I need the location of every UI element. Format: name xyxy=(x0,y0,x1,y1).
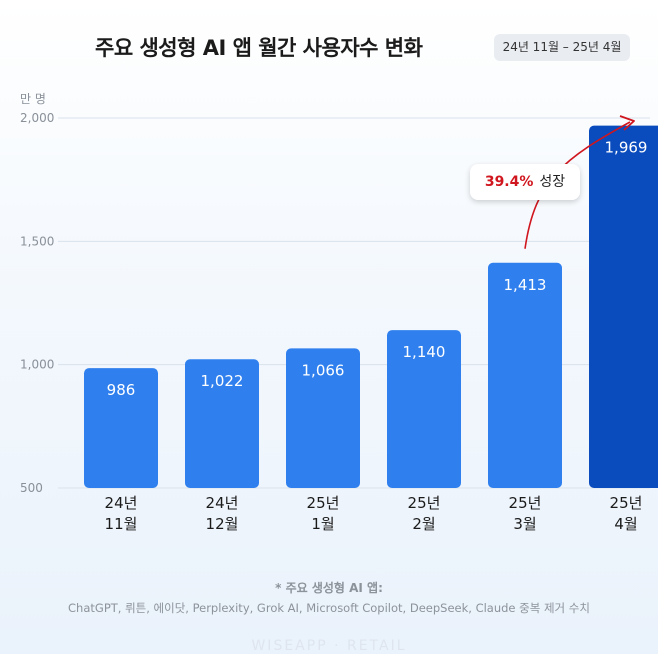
bar-value-label: 986 xyxy=(107,381,136,399)
growth-arrow-head xyxy=(619,115,635,131)
x-tick-label: 25년 xyxy=(408,494,441,512)
footnote-title: * 주요 생성형 AI 앱: xyxy=(275,581,383,595)
x-tick-label: 4월 xyxy=(614,515,637,533)
header: 주요 생성형 AI 앱 월간 사용자수 변화 24년 11월 – 25년 4월 xyxy=(0,30,658,66)
y-tick-label: 1,000 xyxy=(20,358,54,372)
bar-chart: 500 1,000 1,500 2,000 986 24년 11월 1,022 24년 12월 1,… xyxy=(20,111,658,533)
x-tick-label: 3월 xyxy=(513,515,536,533)
footnote-text: ChatGPT, 뤼튼, 에이닷, Perplexity, Grok AI, M… xyxy=(68,601,590,615)
x-tick-label: 25년 xyxy=(307,494,340,512)
watermark: WISEAPP · RETAIL xyxy=(251,638,407,654)
x-tick-label: 11월 xyxy=(105,515,138,533)
y-tick-label: 2,000 xyxy=(20,111,54,125)
x-tick-label: 24년 xyxy=(105,494,138,512)
bar xyxy=(185,359,259,488)
x-tick-label: 12월 xyxy=(206,515,239,533)
x-tick-label: 25년 xyxy=(610,494,643,512)
x-tick-label: 1월 xyxy=(311,515,334,533)
bar xyxy=(387,330,461,488)
bar-value-label: 1,969 xyxy=(605,139,648,157)
growth-text: 성장 xyxy=(539,174,566,190)
y-tick-label: 1,500 xyxy=(20,234,54,248)
growth-annotation: 39.4% 성장 xyxy=(470,164,580,200)
period-badge: 24년 11월 – 25년 4월 xyxy=(494,34,630,61)
y-tick-label: 500 xyxy=(20,481,43,495)
chart-title: 주요 생성형 AI 앱 월간 사용자수 변화 xyxy=(95,36,423,60)
x-tick-label: 25년 xyxy=(509,494,542,512)
growth-percent: 39.4% xyxy=(484,174,534,190)
bar xyxy=(488,262,562,488)
unit-label: 만 명 xyxy=(20,92,46,106)
bar-value-label: 1,140 xyxy=(403,343,446,361)
x-tick-label: 24년 xyxy=(206,494,239,512)
x-tick-label: 2월 xyxy=(412,515,435,533)
bar xyxy=(589,125,658,488)
bar xyxy=(84,368,158,488)
bar-value-label: 1,066 xyxy=(302,361,345,379)
bar xyxy=(286,348,360,488)
bar-value-label: 1,022 xyxy=(201,372,244,390)
bar-value-label: 1,413 xyxy=(504,276,547,294)
